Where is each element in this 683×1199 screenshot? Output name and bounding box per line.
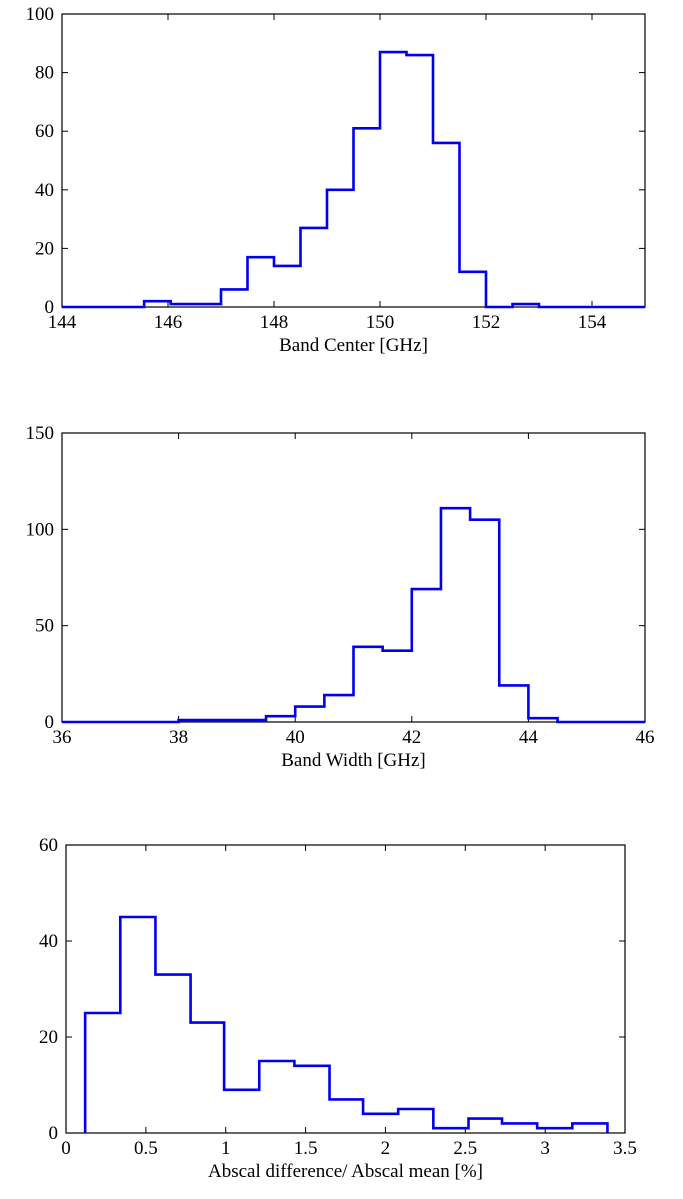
x-tick-label: 38 — [169, 727, 188, 748]
histogram-bin — [468, 1119, 502, 1133]
histogram-bin — [266, 716, 295, 722]
histogram-bin — [155, 975, 190, 1133]
y-tick-label: 0 — [45, 712, 55, 733]
x-tick-label: 3 — [540, 1138, 550, 1159]
histogram-bin — [120, 917, 155, 1133]
plot-frame — [61, 432, 646, 723]
histogram-bin — [221, 289, 248, 307]
histogram-bin — [354, 647, 383, 722]
histogram-bin — [502, 1123, 537, 1133]
histogram-bin — [499, 685, 528, 722]
histogram-bin — [295, 707, 324, 722]
histogram-bin — [528, 718, 557, 722]
histogram-bin — [537, 1128, 572, 1133]
x-tick-label: 44 — [519, 727, 539, 748]
plot-frame — [65, 844, 626, 1134]
histogram-outline — [83, 915, 609, 1133]
y-tick-label: 0 — [45, 297, 55, 318]
x-tick-label: 2.5 — [453, 1138, 477, 1159]
histogram-bin — [330, 1099, 364, 1133]
y-tick-label: 20 — [39, 1027, 58, 1048]
plot-frame — [61, 13, 646, 308]
band-width-histogram-panel: 36 38 40 42 44 46 0 50 100 150 Band Width [GHz] — [26, 423, 655, 771]
histogram-outline — [62, 50, 645, 309]
histogram-bin — [441, 508, 470, 722]
histogram-bin — [383, 651, 412, 722]
x-tick-label: 2 — [381, 1138, 391, 1159]
y-tick-label: 60 — [35, 121, 54, 142]
abscal-difference-histogram-panel: 0 0.5 1 1.5 2 2.5 3 3.5 0 20 40 60 Abscal difference… — [39, 835, 637, 1182]
x-tick-label: 3.5 — [613, 1138, 637, 1159]
histogram-bin — [144, 301, 171, 307]
y-tick-label: 100 — [26, 519, 55, 540]
x-tick-label: 150 — [366, 312, 395, 333]
histogram-bin — [191, 1023, 225, 1133]
histogram-bin — [294, 1066, 329, 1133]
histogram-bin — [224, 1090, 259, 1133]
histogram-bin — [259, 1061, 294, 1133]
y-tick-label: 40 — [39, 931, 58, 952]
histogram-bin — [248, 257, 275, 307]
histogram-bin — [433, 143, 460, 307]
histogram-bin — [398, 1109, 433, 1133]
histogram-bin — [407, 55, 434, 307]
band-center-histogram-panel: 144 146 148 150 152 154 0 20 40 60 80 100 Band Cente… — [26, 4, 646, 356]
x-tick-label: 148 — [260, 312, 289, 333]
x-tick-label: 146 — [154, 312, 183, 333]
y-tick-label: 40 — [35, 180, 54, 201]
y-tick-label: 150 — [26, 423, 55, 444]
histogram-bin — [513, 304, 540, 307]
histogram-bin — [324, 695, 353, 722]
y-tick-label: 20 — [35, 238, 54, 259]
x-tick-label: 0.5 — [134, 1138, 158, 1159]
histogram-bin — [85, 1013, 120, 1133]
histogram-outline — [62, 506, 645, 724]
y-tick-label: 50 — [35, 616, 54, 637]
histogram-bin — [274, 266, 301, 307]
x-tick-label: 36 — [53, 727, 72, 748]
y-tick-label: 100 — [26, 4, 55, 25]
x-axis-label: Band Width [GHz] — [281, 750, 426, 771]
y-tick-label: 80 — [35, 63, 54, 84]
histogram-bin — [179, 720, 266, 722]
histogram-bin — [470, 520, 499, 722]
y-tick-label: 0 — [49, 1123, 59, 1144]
histogram-bin — [354, 128, 381, 307]
histogram-bin — [380, 52, 407, 307]
histogram-bin — [301, 228, 328, 307]
x-tick-label: 152 — [472, 312, 501, 333]
x-tick-label: 154 — [578, 312, 607, 333]
histogram-bin — [363, 1114, 398, 1133]
histogram-bin — [433, 1128, 468, 1133]
x-tick-label: 42 — [402, 727, 421, 748]
x-axis-label: Abscal difference/ Abscal mean [%] — [208, 1161, 483, 1182]
y-tick-label: 60 — [39, 835, 58, 856]
x-tick-label: 1.5 — [294, 1138, 318, 1159]
histogram-bin — [327, 190, 354, 307]
x-tick-label: 1 — [221, 1138, 231, 1159]
x-axis-label: Band Center [GHz] — [279, 335, 428, 356]
x-tick-label: 0 — [61, 1138, 71, 1159]
x-tick-label: 40 — [286, 727, 305, 748]
histogram-bin — [171, 304, 221, 307]
histogram-bin — [460, 272, 487, 307]
histogram-bin — [572, 1123, 607, 1133]
histogram-bin — [412, 589, 441, 722]
x-tick-label: 144 — [48, 312, 77, 333]
x-tick-label: 46 — [636, 727, 655, 748]
